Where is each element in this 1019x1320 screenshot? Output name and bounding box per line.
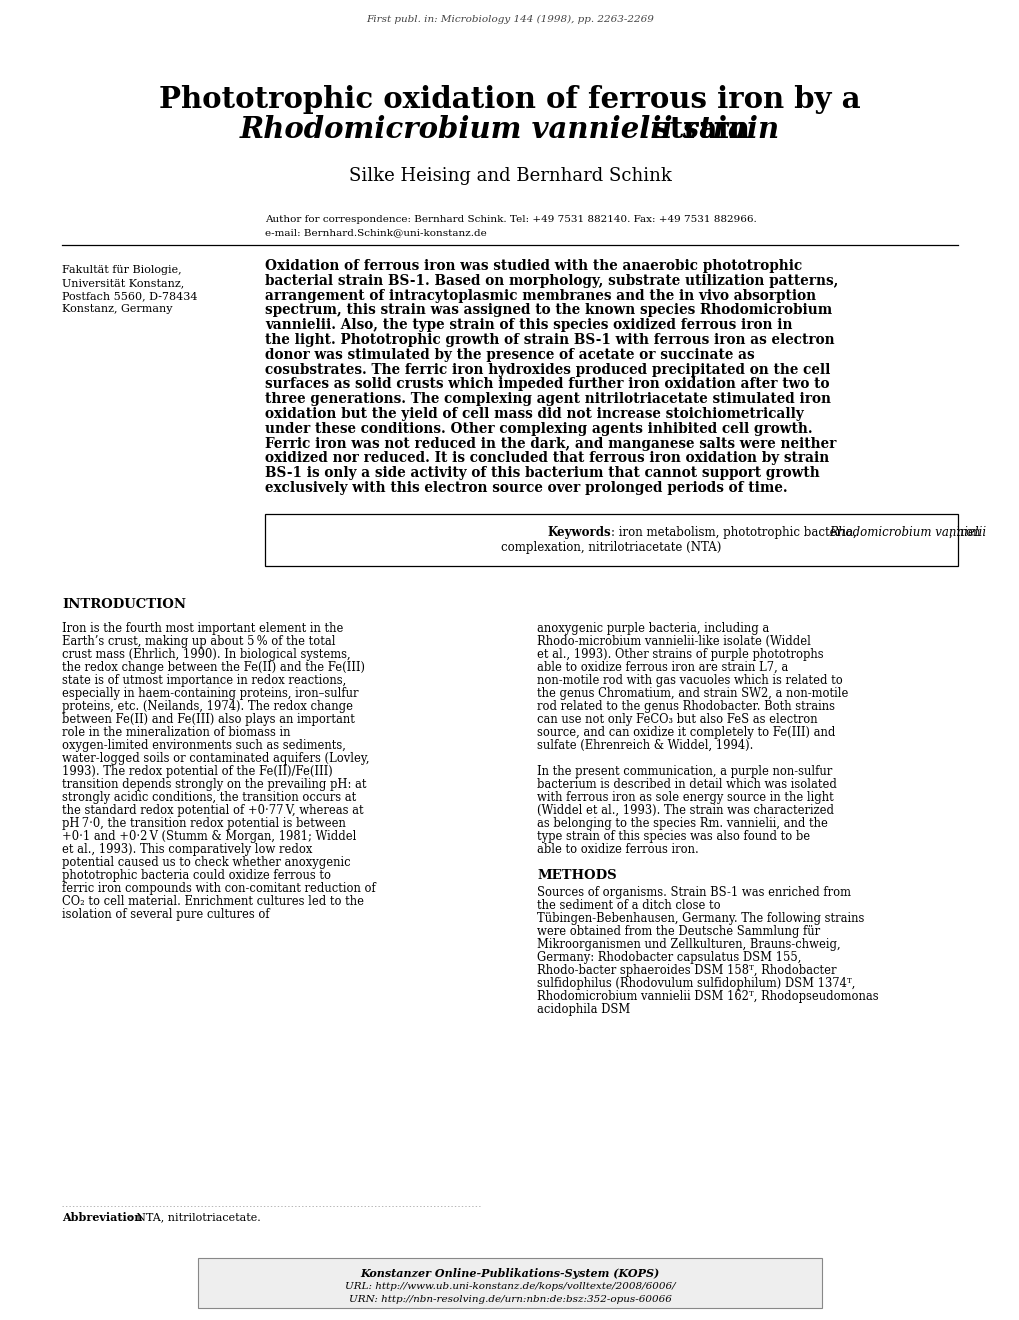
Text: three generations. The complexing agent nitrilotriacetate stimulated iron: three generations. The complexing agent …	[265, 392, 830, 407]
Text: Postfach 5560, D-78434: Postfach 5560, D-78434	[62, 290, 198, 301]
Text: type strain of this species was also found to be: type strain of this species was also fou…	[536, 830, 809, 842]
Text: the standard redox potential of +0·77 V, whereas at: the standard redox potential of +0·77 V,…	[62, 804, 363, 817]
Text: Germany: Rhodobacter capsulatus DSM 155,: Germany: Rhodobacter capsulatus DSM 155,	[536, 950, 801, 964]
Text: able to oxidize ferrous iron are strain L7, a: able to oxidize ferrous iron are strain …	[536, 661, 788, 673]
FancyBboxPatch shape	[198, 1258, 821, 1308]
Text: can use not only FeCO₃ but also FeS as electron: can use not only FeCO₃ but also FeS as e…	[536, 713, 817, 726]
Text: the light. Phototrophic growth of strain BS-1 with ferrous iron as electron: the light. Phototrophic growth of strain…	[265, 333, 834, 347]
Text: Abbreviation: Abbreviation	[62, 1212, 143, 1224]
Text: Konstanz, Germany: Konstanz, Germany	[62, 304, 172, 314]
Text: Silke Heising and Bernhard Schink: Silke Heising and Bernhard Schink	[348, 168, 671, 185]
Text: oxygen-limited environments such as sediments,: oxygen-limited environments such as sedi…	[62, 739, 345, 752]
Text: crust mass (Ehrlich, 1990). In biological systems,: crust mass (Ehrlich, 1990). In biologica…	[62, 648, 351, 661]
Text: water-logged soils or contaminated aquifers (Lovley,: water-logged soils or contaminated aquif…	[62, 752, 369, 764]
Text: Keywords: Keywords	[547, 525, 610, 539]
Text: Oxidation of ferrous iron was studied with the anaerobic phototrophic: Oxidation of ferrous iron was studied wi…	[265, 259, 802, 273]
Text: et al., 1993). Other strains of purple phototrophs: et al., 1993). Other strains of purple p…	[536, 648, 822, 661]
Text: exclusively with this electron source over prolonged periods of time.: exclusively with this electron source ov…	[265, 480, 787, 495]
Text: non-motile rod with gas vacuoles which is related to: non-motile rod with gas vacuoles which i…	[536, 673, 842, 686]
Text: oxidized nor reduced. It is concluded that ferrous iron oxidation by strain: oxidized nor reduced. It is concluded th…	[265, 451, 828, 466]
Text: +0·1 and +0·2 V (Stumm & Morgan, 1981; Widdel: +0·1 and +0·2 V (Stumm & Morgan, 1981; W…	[62, 830, 356, 842]
Text: between Fe(II) and Fe(III) also plays an important: between Fe(II) and Fe(III) also plays an…	[62, 713, 355, 726]
Text: donor was stimulated by the presence of acetate or succinate as: donor was stimulated by the presence of …	[265, 347, 754, 362]
Text: bacterium is described in detail which was isolated: bacterium is described in detail which w…	[536, 777, 836, 791]
Text: Universität Konstanz,: Universität Konstanz,	[62, 279, 184, 288]
Text: especially in haem-containing proteins, iron–sulfur: especially in haem-containing proteins, …	[62, 686, 358, 700]
Text: acidophila DSM: acidophila DSM	[536, 1003, 630, 1016]
Text: 1993). The redox potential of the Fe(II)/Fe(III): 1993). The redox potential of the Fe(II)…	[62, 764, 332, 777]
Text: Rhodo-bacter sphaeroides DSM 158ᵀ, Rhodobacter: Rhodo-bacter sphaeroides DSM 158ᵀ, Rhodo…	[536, 964, 836, 977]
Text: Rhodomicrobium vannielii: Rhodomicrobium vannielii	[828, 525, 985, 539]
Text: Rhodo-microbium vannielii-like isolate (Widdel: Rhodo-microbium vannielii-like isolate (…	[536, 635, 810, 648]
Text: the redox change between the Fe(II) and the Fe(III): the redox change between the Fe(II) and …	[62, 661, 365, 673]
Text: METHODS: METHODS	[536, 869, 616, 882]
Text: surfaces as solid crusts which impeded further iron oxidation after two to: surfaces as solid crusts which impeded f…	[265, 378, 828, 392]
Text: sulfidophilus (Rhodovulum sulfidophilum) DSM 1374ᵀ,: sulfidophilus (Rhodovulum sulfidophilum)…	[536, 977, 855, 990]
Text: In the present communication, a purple non-sulfur: In the present communication, a purple n…	[536, 764, 832, 777]
Text: state is of utmost importance in redox reactions,: state is of utmost importance in redox r…	[62, 673, 345, 686]
Text: vannielii. Also, the type strain of this species oxidized ferrous iron in: vannielii. Also, the type strain of this…	[265, 318, 792, 333]
Text: the genus Chromatium, and strain SW2, a non-motile: the genus Chromatium, and strain SW2, a …	[536, 686, 848, 700]
Text: Konstanzer Online-Publikations-System (KOPS): Konstanzer Online-Publikations-System (K…	[360, 1269, 659, 1279]
Text: proteins, etc. (Neilands, 1974). The redox change: proteins, etc. (Neilands, 1974). The red…	[62, 700, 353, 713]
Text: source, and can oxidize it completely to Fe(III) and: source, and can oxidize it completely to…	[536, 726, 835, 739]
Text: spectrum, this strain was assigned to the known species Rhodomicrobium: spectrum, this strain was assigned to th…	[265, 304, 832, 317]
Text: anoxygenic purple bacteria, including a: anoxygenic purple bacteria, including a	[536, 622, 768, 635]
Text: CO₂ to cell material. Enrichment cultures led to the: CO₂ to cell material. Enrichment culture…	[62, 895, 364, 908]
Text: e-mail: Bernhard.Schink@uni-konstanz.de: e-mail: Bernhard.Schink@uni-konstanz.de	[265, 228, 486, 238]
Text: potential caused us to check whether anoxygenic: potential caused us to check whether ano…	[62, 855, 351, 869]
Text: under these conditions. Other complexing agents inhibited cell growth.: under these conditions. Other complexing…	[265, 422, 812, 436]
Text: were obtained from the Deutsche Sammlung für: were obtained from the Deutsche Sammlung…	[536, 925, 819, 937]
Text: et al., 1993). This comparatively low redox: et al., 1993). This comparatively low re…	[62, 842, 312, 855]
Text: : NTA, nitrilotriacetate.: : NTA, nitrilotriacetate.	[128, 1212, 261, 1222]
Text: Rhodomicrobium vannielii strain: Rhodomicrobium vannielii strain	[239, 115, 780, 144]
Text: phototrophic bacteria could oxidize ferrous to: phototrophic bacteria could oxidize ferr…	[62, 869, 331, 882]
Text: complexation, nitrilotriacetate (NTA): complexation, nitrilotriacetate (NTA)	[500, 541, 721, 554]
Text: Mikroorganismen und Zellkulturen, Brauns-chweig,: Mikroorganismen und Zellkulturen, Brauns…	[536, 937, 840, 950]
Text: Iron is the fourth most important element in the: Iron is the fourth most important elemen…	[62, 622, 343, 635]
Text: strongly acidic conditions, the transition occurs at: strongly acidic conditions, the transiti…	[62, 791, 356, 804]
Text: sulfate (Ehrenreich & Widdel, 1994).: sulfate (Ehrenreich & Widdel, 1994).	[536, 739, 753, 752]
Text: Author for correspondence: Bernhard Schink. Tel: +49 7531 882140. Fax: +49 7531 : Author for correspondence: Bernhard Schi…	[265, 215, 756, 224]
Text: role in the mineralization of biomass in: role in the mineralization of biomass in	[62, 726, 290, 739]
Text: with ferrous iron as sole energy source in the light: with ferrous iron as sole energy source …	[536, 791, 833, 804]
Text: Ferric iron was not reduced in the dark, and manganese salts were neither: Ferric iron was not reduced in the dark,…	[265, 437, 836, 450]
Text: able to oxidize ferrous iron.: able to oxidize ferrous iron.	[536, 842, 698, 855]
Text: rod related to the genus Rhodobacter. Both strains: rod related to the genus Rhodobacter. Bo…	[536, 700, 835, 713]
Text: BS-1 is only a side activity of this bacterium that cannot support growth: BS-1 is only a side activity of this bac…	[265, 466, 819, 480]
Text: Rhodomicrobium vannielii DSM 162ᵀ, Rhodopseudomonas: Rhodomicrobium vannielii DSM 162ᵀ, Rhodo…	[536, 990, 877, 1003]
Text: oxidation but the yield of cell mass did not increase stoichiometrically: oxidation but the yield of cell mass did…	[265, 407, 803, 421]
Text: : iron metabolism, phototrophic bacteria,: : iron metabolism, phototrophic bacteria…	[610, 525, 860, 539]
Text: the sediment of a ditch close to: the sediment of a ditch close to	[536, 899, 719, 912]
Text: URL: http://www.ub.uni-konstanz.de/kops/volltexte/2008/6006/: URL: http://www.ub.uni-konstanz.de/kops/…	[344, 1282, 675, 1291]
Text: bacterial strain BS-1. Based on morphology, substrate utilization patterns,: bacterial strain BS-1. Based on morpholo…	[265, 273, 838, 288]
Text: URN: http://nbn-resolving.de/urn:nbn:de:bsz:352-opus-60066: URN: http://nbn-resolving.de/urn:nbn:de:…	[348, 1295, 671, 1304]
Text: INTRODUCTION: INTRODUCTION	[62, 598, 185, 611]
Text: cosubstrates. The ferric iron hydroxides produced precipitated on the cell: cosubstrates. The ferric iron hydroxides…	[265, 363, 829, 376]
Text: First publ. in: Microbiology 144 (1998), pp. 2263-2269: First publ. in: Microbiology 144 (1998),…	[366, 15, 653, 24]
Text: isolation of several pure cultures of: isolation of several pure cultures of	[62, 908, 269, 921]
FancyBboxPatch shape	[265, 513, 957, 566]
Text: Tübingen-Bebenhausen, Germany. The following strains: Tübingen-Bebenhausen, Germany. The follo…	[536, 912, 863, 925]
Text: pH 7·0, the transition redox potential is between: pH 7·0, the transition redox potential i…	[62, 817, 345, 830]
Text: Fakultät für Biologie,: Fakultät für Biologie,	[62, 265, 181, 275]
Text: arrangement of intracytoplasmic membranes and the in vivo absorption: arrangement of intracytoplasmic membrane…	[265, 289, 815, 302]
Text: strain: strain	[642, 115, 749, 144]
Text: as belonging to the species Rm. vannielii, and the: as belonging to the species Rm. vannieli…	[536, 817, 827, 830]
Text: Phototrophic oxidation of ferrous iron by a: Phototrophic oxidation of ferrous iron b…	[159, 84, 860, 114]
Text: Earth’s crust, making up about 5 % of the total: Earth’s crust, making up about 5 % of th…	[62, 635, 335, 648]
Text: ferric iron compounds with con-comitant reduction of: ferric iron compounds with con-comitant …	[62, 882, 375, 895]
Text: Sources of organisms. Strain BS-1 was enriched from: Sources of organisms. Strain BS-1 was en…	[536, 886, 850, 899]
Text: , iron: , iron	[948, 525, 979, 539]
Text: (Widdel et al., 1993). The strain was characterized: (Widdel et al., 1993). The strain was ch…	[536, 804, 834, 817]
Text: transition depends strongly on the prevailing pH: at: transition depends strongly on the preva…	[62, 777, 366, 791]
